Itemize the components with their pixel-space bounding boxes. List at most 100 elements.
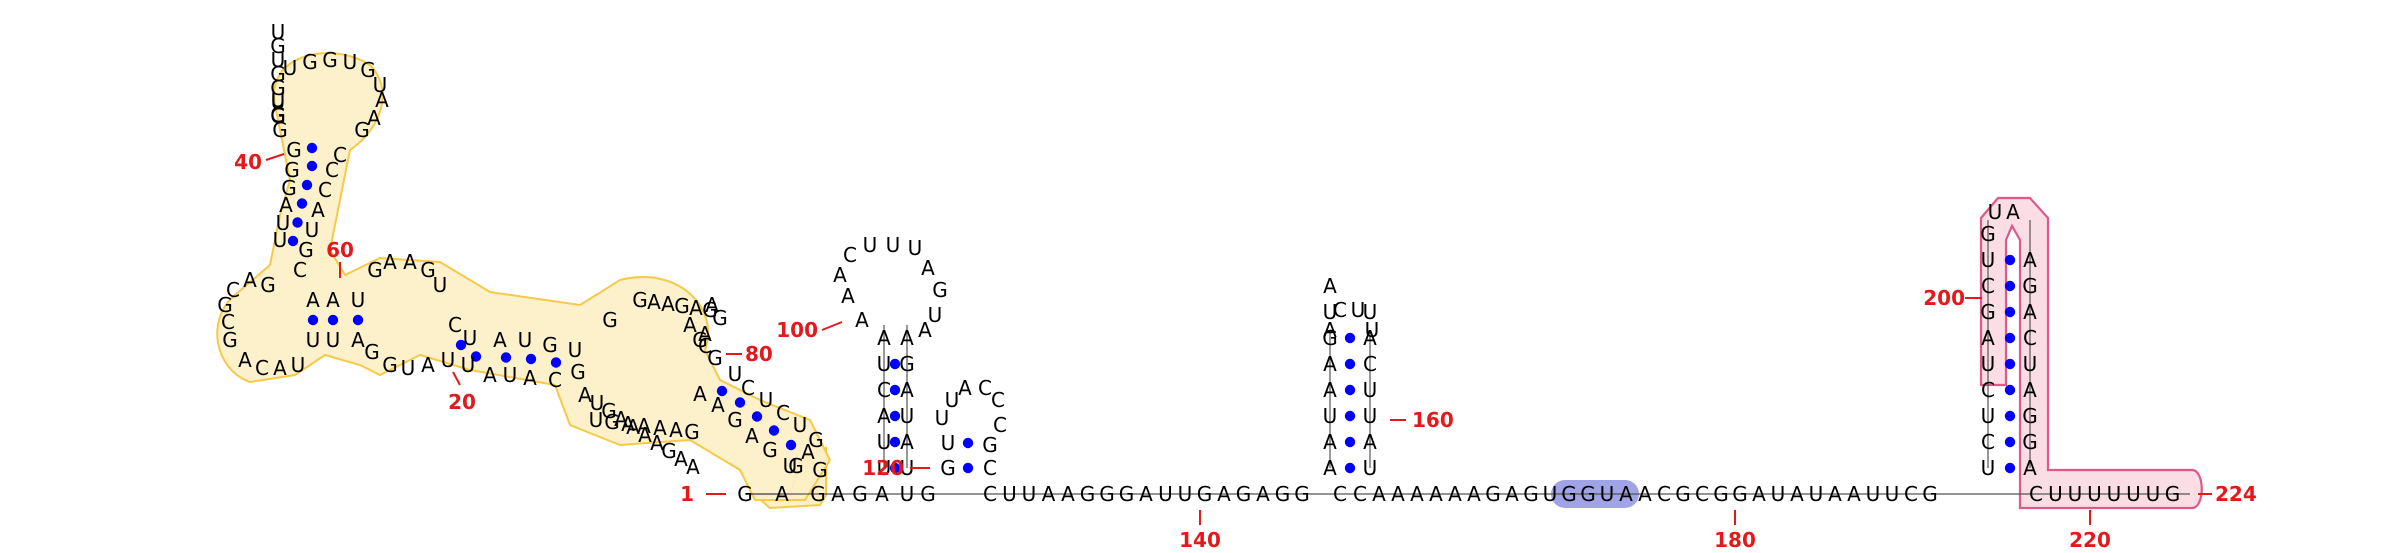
number-tick [821, 321, 843, 331]
basepair-dot [716, 385, 728, 397]
nucleotide: U [783, 454, 798, 478]
number-tick [452, 371, 461, 386]
nucleotide: U [401, 356, 416, 380]
nucleotide: U [1981, 352, 1996, 376]
nucleotide: U [1981, 404, 1996, 428]
nucleotide: C [1695, 482, 1709, 506]
nucleotide: A [775, 482, 789, 506]
basepair-dot [2004, 384, 2016, 396]
nucleotide: U [2146, 482, 2161, 506]
nucleotide: U [271, 20, 286, 44]
nucleotide: A [1139, 482, 1153, 506]
nucleotide: U [305, 218, 320, 242]
nucleotide: G [1080, 482, 1096, 506]
nucleotide: G [601, 399, 617, 423]
nucleotide: G [2022, 430, 2038, 454]
nucleotide: A [1363, 326, 1377, 350]
basepair-dot [550, 357, 562, 368]
nucleotide: U [441, 348, 456, 372]
nucleotide: G [322, 48, 338, 72]
basepair-dot [889, 358, 901, 370]
nucleotide: A [653, 416, 667, 440]
nucleotide: A [2023, 378, 2037, 402]
nucleotide: G [2165, 482, 2181, 506]
nucleotide: G [302, 50, 318, 74]
nucleotide: U [863, 233, 878, 257]
nucleotide: U [1323, 300, 1338, 324]
nucleotide: U [877, 456, 892, 480]
nucleotide: A [306, 288, 320, 312]
nucleotide: U [1365, 318, 1380, 342]
nucleotide: A [693, 382, 707, 406]
nucleotide: A [669, 418, 683, 442]
nucleotide: C [1333, 482, 1347, 506]
nucleotide: A [1981, 326, 1995, 350]
basepair-dot [768, 425, 780, 436]
nucleotide: U [877, 352, 892, 376]
nucleotide: U [306, 328, 321, 352]
nucleotide: C [983, 482, 997, 506]
nucleotide: U [1885, 482, 1900, 506]
nucleotide: U [291, 353, 306, 377]
nucleotide: U [1323, 404, 1338, 428]
nucleotide: A [1323, 318, 1337, 342]
nucleotide: U [728, 362, 743, 386]
nucleotide: U [1158, 482, 1173, 506]
nucleotide: G [762, 438, 778, 462]
nucleotide: A [698, 322, 712, 346]
nucleotide: U [276, 211, 291, 235]
position-number: 160 [1412, 408, 1454, 432]
nucleotide: C [2029, 482, 2043, 506]
nucleotide: G [712, 306, 728, 330]
position-number: 1 [680, 482, 694, 506]
nucleotide: U [283, 56, 298, 80]
nucleotide: A [801, 440, 815, 464]
nucleotide: A [1256, 482, 1270, 506]
nucleotide: U [518, 328, 533, 352]
nucleotide: A [686, 455, 700, 479]
nucleotide: U [2068, 482, 2083, 506]
nucleotide: U [463, 326, 478, 350]
nucleotide: A [705, 293, 719, 317]
nucleotide: A [647, 290, 661, 314]
nucleotide: A [1847, 482, 1861, 506]
nucleotide: U [1600, 482, 1615, 506]
nucleotide: C [333, 143, 347, 167]
nucleotide: A [238, 348, 252, 372]
nucleotide: A [421, 353, 435, 377]
nucleotide: G [272, 118, 288, 142]
nucleotide: A [918, 318, 932, 342]
nucleotide: A [614, 407, 628, 431]
nucleotide: A [921, 256, 935, 280]
nucleotide: A [375, 88, 389, 112]
number-tick [265, 153, 285, 161]
nucleotide: U [1002, 482, 1017, 506]
nucleotide: A [1061, 482, 1075, 506]
nucleotide: U [1351, 298, 1366, 322]
nucleotide: U [2023, 352, 2038, 376]
basepair-dot [785, 439, 797, 451]
basepair-dot [734, 397, 746, 408]
nucleotide: U [1543, 482, 1558, 506]
basepair-dot [307, 314, 319, 326]
nucleotide: A [326, 288, 340, 312]
nucleotide: U [351, 288, 366, 312]
nucleotide: U [945, 388, 960, 412]
nucleotide: C [1904, 482, 1918, 506]
nucleotide: A [1363, 430, 1377, 454]
basepair-dot [2004, 280, 2016, 292]
basepair-dot [500, 352, 512, 363]
nucleotide: G [570, 360, 586, 384]
nucleotide: A [831, 482, 845, 506]
position-number: 180 [1714, 528, 1756, 552]
nucleotide: A [367, 106, 381, 130]
nucleotide: A [1323, 352, 1337, 376]
nucleotide: U [908, 236, 923, 260]
nucleotide: A [1752, 482, 1766, 506]
nucleotide: A [1323, 378, 1337, 402]
nucleotide: C [991, 388, 1005, 412]
nucleotide: A [1828, 482, 1842, 506]
nucleotide: U [2048, 482, 2063, 506]
nucleotide: G [604, 410, 620, 434]
